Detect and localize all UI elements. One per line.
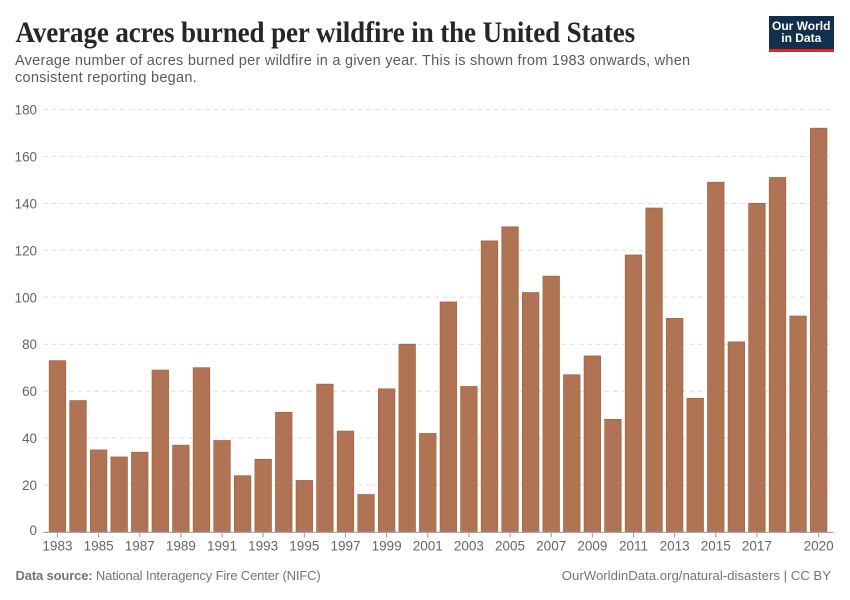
svg-text:2003: 2003 [454, 538, 484, 553]
svg-text:2011: 2011 [619, 538, 648, 553]
svg-text:2001: 2001 [413, 538, 443, 553]
svg-text:80: 80 [22, 337, 37, 352]
svg-text:1999: 1999 [372, 538, 402, 553]
svg-text:2009: 2009 [577, 538, 607, 553]
svg-text:2007: 2007 [536, 538, 566, 553]
svg-text:120: 120 [15, 243, 37, 258]
svg-text:100: 100 [15, 290, 37, 305]
svg-text:160: 160 [15, 149, 37, 164]
svg-text:1987: 1987 [125, 538, 155, 553]
svg-text:60: 60 [22, 384, 37, 399]
svg-text:1983: 1983 [42, 538, 72, 553]
svg-text:180: 180 [15, 102, 37, 117]
svg-text:2013: 2013 [660, 538, 690, 553]
svg-text:2005: 2005 [495, 538, 525, 553]
svg-text:140: 140 [15, 196, 37, 211]
svg-text:40: 40 [22, 431, 37, 446]
svg-text:2015: 2015 [701, 538, 731, 553]
svg-text:0: 0 [30, 523, 37, 538]
svg-text:1995: 1995 [289, 538, 319, 553]
svg-text:2017: 2017 [742, 538, 772, 553]
svg-text:1997: 1997 [330, 538, 360, 553]
svg-text:1989: 1989 [166, 538, 196, 553]
svg-text:2020: 2020 [804, 538, 834, 553]
svg-text:1993: 1993 [248, 538, 278, 553]
svg-text:1991: 1991 [207, 538, 237, 553]
svg-text:1985: 1985 [84, 538, 114, 553]
svg-text:20: 20 [22, 478, 37, 493]
